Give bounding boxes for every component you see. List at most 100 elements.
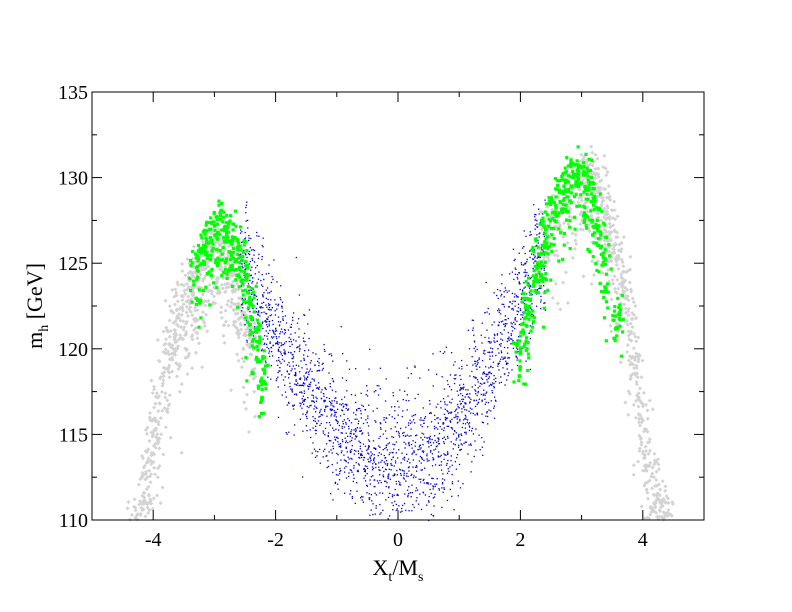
green-point xyxy=(597,237,601,241)
grey-point xyxy=(148,458,153,463)
blue-point xyxy=(324,350,326,353)
blue-point xyxy=(372,440,375,442)
grey-point xyxy=(647,398,652,403)
blue-point xyxy=(490,365,492,367)
blue-point xyxy=(265,289,268,291)
blue-point xyxy=(398,449,400,451)
blue-point xyxy=(523,271,525,274)
green-point xyxy=(208,235,213,240)
blue-point xyxy=(366,485,369,487)
blue-point xyxy=(459,387,462,389)
grey-point xyxy=(607,229,612,234)
blue-point xyxy=(434,439,436,442)
blue-point xyxy=(471,427,473,430)
blue-point xyxy=(351,496,354,498)
grey-point xyxy=(593,176,598,181)
grey-point xyxy=(145,502,150,507)
blue-point xyxy=(445,464,448,466)
blue-point xyxy=(479,366,481,368)
blue-point xyxy=(306,417,308,420)
blue-point xyxy=(428,436,430,439)
blue-point xyxy=(534,213,536,216)
blue-point xyxy=(368,493,370,495)
green-point xyxy=(549,219,553,223)
green-point xyxy=(264,387,268,391)
green-point xyxy=(258,335,262,339)
grey-point xyxy=(607,214,612,219)
blue-point xyxy=(448,401,451,403)
green-point xyxy=(603,289,607,293)
blue-point xyxy=(497,362,499,365)
blue-point xyxy=(257,314,259,316)
blue-point xyxy=(364,475,367,477)
blue-point xyxy=(438,437,440,439)
blue-point xyxy=(244,298,246,300)
grey-point xyxy=(133,508,138,513)
green-point xyxy=(565,156,569,160)
green-point xyxy=(595,206,599,210)
blue-point xyxy=(280,299,282,301)
green-point xyxy=(576,182,580,186)
blue-point xyxy=(523,230,525,232)
green-point xyxy=(518,368,522,372)
blue-point xyxy=(497,309,499,312)
grey-point xyxy=(252,366,257,371)
blue-point xyxy=(498,324,500,326)
blue-point xyxy=(484,398,486,400)
blue-point xyxy=(460,434,463,437)
blue-point xyxy=(390,428,392,430)
green-point xyxy=(597,224,601,228)
green-point xyxy=(245,291,249,295)
blue-point xyxy=(478,358,480,361)
blue-point xyxy=(421,419,423,421)
grey-point xyxy=(146,484,151,489)
blue-point xyxy=(454,410,456,413)
blue-point xyxy=(330,449,332,451)
blue-point xyxy=(524,252,526,255)
blue-point xyxy=(375,421,377,423)
grey-point xyxy=(618,360,623,365)
blue-point xyxy=(318,369,321,372)
blue-point xyxy=(363,477,365,479)
grey-point xyxy=(592,172,597,177)
grey-point xyxy=(539,227,544,232)
grey-point xyxy=(590,259,595,264)
green-point xyxy=(231,237,235,241)
blue-point xyxy=(506,340,508,343)
blue-point xyxy=(335,469,337,471)
blue-point xyxy=(388,414,391,416)
green-point xyxy=(224,257,229,261)
grey-point xyxy=(612,199,617,204)
blue-point xyxy=(295,372,297,375)
green-point xyxy=(584,213,588,217)
grey-point xyxy=(252,321,257,326)
blue-point xyxy=(250,249,253,251)
blue-point xyxy=(298,346,300,348)
blue-point xyxy=(367,425,370,427)
blue-point xyxy=(514,293,516,295)
grey-point xyxy=(168,435,173,440)
green-point xyxy=(544,244,548,248)
blue-point xyxy=(472,433,475,435)
blue-point xyxy=(339,469,342,472)
grey-point xyxy=(183,291,188,296)
grey-point xyxy=(247,429,252,434)
green-point xyxy=(526,352,530,356)
blue-point xyxy=(255,307,257,310)
blue-point xyxy=(339,403,341,405)
blue-point xyxy=(313,401,315,404)
blue-point xyxy=(305,377,308,380)
blue-point xyxy=(400,474,402,477)
grey-point xyxy=(628,373,633,378)
blue-point xyxy=(351,437,353,439)
blue-point xyxy=(498,343,501,346)
green-point xyxy=(533,277,537,281)
blue-point xyxy=(270,290,272,292)
green-point xyxy=(242,299,246,303)
blue-point xyxy=(423,419,425,422)
green-point xyxy=(582,164,586,169)
grey-point xyxy=(170,369,175,374)
blue-point xyxy=(423,478,425,481)
blue-point xyxy=(522,264,525,266)
